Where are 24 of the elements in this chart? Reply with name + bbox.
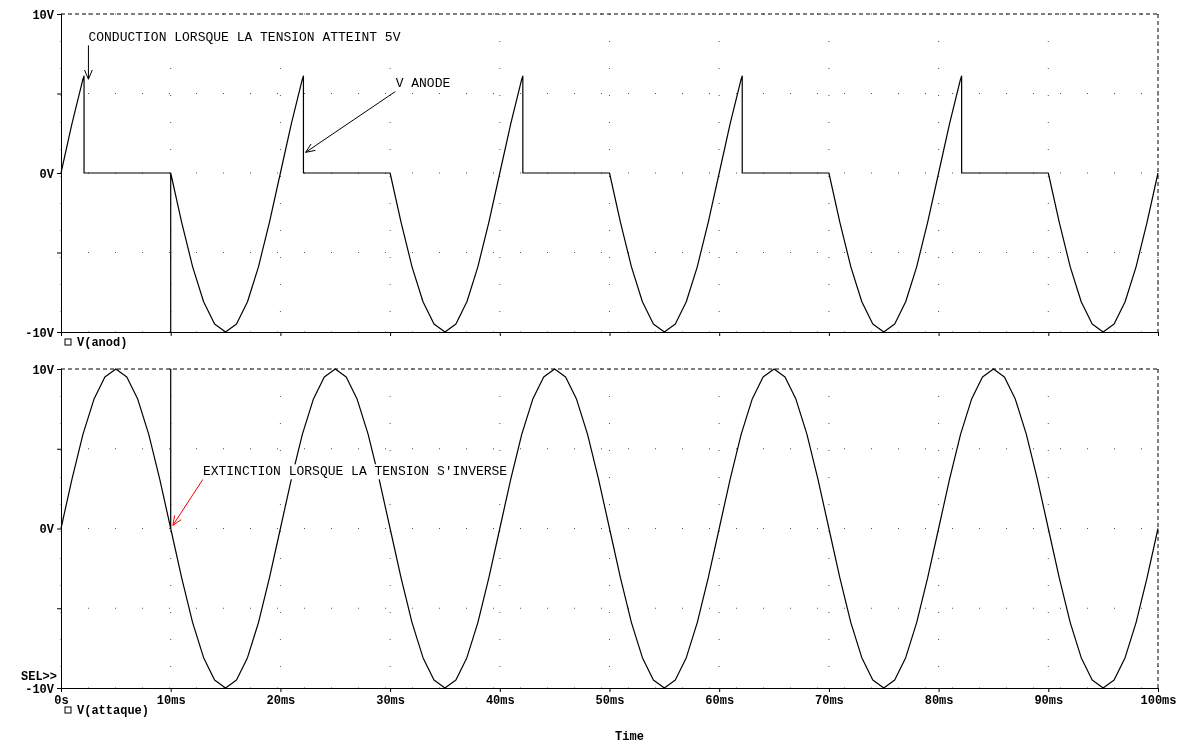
y-tick-label: -10V: [25, 682, 55, 697]
x-tick-label: 10ms: [156, 693, 186, 708]
x-tick-label: 80ms: [924, 693, 954, 708]
y-tick-label: 10V: [32, 363, 55, 378]
x-tick-label: 60ms: [705, 693, 735, 708]
x-axis-title: Time: [615, 730, 644, 744]
y-tick-label: 0V: [39, 167, 55, 182]
y-tick-label: 10V: [32, 8, 55, 23]
x-tick-label: 0s: [54, 693, 69, 708]
legend-label: V(anod): [77, 336, 128, 350]
x-tick-label: 90ms: [1034, 693, 1064, 708]
annotation: CONDUCTION LORSQUE LA TENSION ATTEINT 5V: [88, 30, 401, 46]
y-tick-label: -10V: [25, 326, 55, 341]
text: SEL>>: [20, 670, 57, 684]
annotation: V ANODE: [395, 76, 451, 92]
x-tick-label: 20ms: [266, 693, 296, 708]
x-tick-label: 70ms: [814, 693, 844, 708]
x-tick-label: 40ms: [485, 693, 515, 708]
y-tick-label: 0V: [39, 523, 55, 538]
x-tick-label: 50ms: [595, 693, 625, 708]
legend-label: V(attaque): [77, 704, 150, 718]
x-tick-label: 100ms: [1140, 693, 1177, 708]
x-tick-label: 30ms: [376, 693, 406, 708]
annotation: EXTINCTION LORSQUE LA TENSION S'INVERSE: [202, 464, 508, 480]
